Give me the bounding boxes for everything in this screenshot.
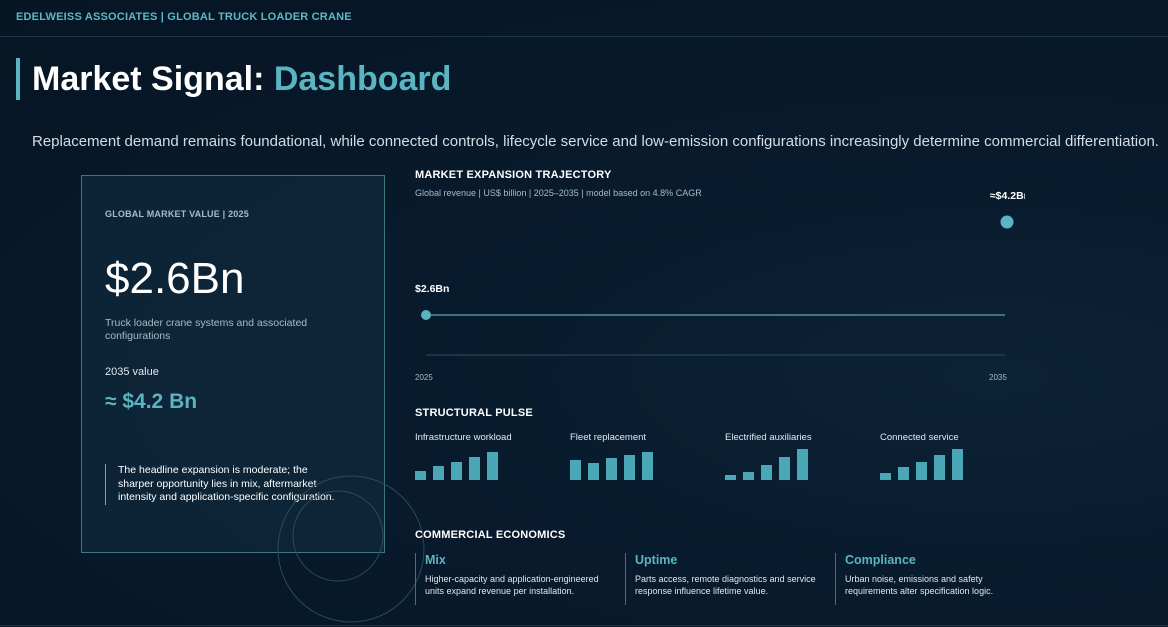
- pulse-bar: [451, 462, 462, 480]
- pulse-bar: [916, 462, 927, 480]
- economics-title: Uptime: [635, 553, 678, 567]
- economics-item: Mix Higher-capacity and application-engin…: [415, 553, 610, 605]
- pulse-item: Infrastructure workload: [415, 432, 555, 480]
- bottom-divider: [0, 625, 1168, 626]
- pulse-bar-chart: [415, 448, 535, 480]
- economics-item: Compliance Urban noise, emissions and saf…: [835, 553, 1030, 605]
- pulse-bar: [588, 463, 599, 480]
- card-note: The headline expansion is moderate; the …: [105, 464, 346, 505]
- card-label: GLOBAL MARKET VALUE | 2025: [105, 209, 249, 219]
- pulse-label: Infrastructure workload: [415, 432, 512, 443]
- title-main: Market Signal:: [32, 60, 274, 98]
- pulse-bar: [487, 452, 498, 480]
- pulse-bar: [624, 455, 635, 480]
- pulse-bar: [642, 452, 653, 480]
- data-label-2035: ≈$4.2Bn: [990, 190, 1025, 202]
- pulse-bar-chart: [570, 448, 690, 480]
- card-value: $2.6Bn: [105, 254, 245, 303]
- pulse-item: Electrified auxiliaries: [725, 432, 865, 480]
- title-accent-word: Dashboard: [273, 60, 452, 98]
- value-2035-label: 2035 value: [105, 366, 159, 378]
- card-description: Truck loader crane systems and associate…: [105, 317, 308, 342]
- data-point-2025: [421, 310, 431, 320]
- pulse-bar-chart: [725, 448, 845, 480]
- economics-description: Urban noise, emissions and safety requir…: [845, 574, 994, 596]
- market-value-card: GLOBAL MARKET VALUE | 2025 $2.6Bn Truck …: [81, 175, 385, 553]
- value-2035: ≈ $4.2 Bn: [105, 390, 198, 413]
- economics-title: Compliance: [845, 553, 916, 567]
- pulse-bar: [952, 449, 963, 480]
- pulse-bar: [606, 458, 617, 480]
- data-label-2025: $2.6Bn: [415, 283, 449, 295]
- page-subtitle: Replacement demand remains foundational,…: [32, 133, 1159, 150]
- trajectory-heading: MARKET EXPANSION TRAJECTORY: [415, 169, 612, 181]
- trajectory-chart: $2.6Bn 2025 ≈$4.2Bn 2035: [415, 190, 1025, 382]
- pulse-bar: [433, 466, 444, 480]
- data-point-2035: [1000, 215, 1014, 229]
- pulse-bar: [570, 460, 581, 480]
- tick-label-2025: 2025: [415, 373, 433, 382]
- economics-description: Parts access, remote diagnostics and ser…: [635, 574, 816, 596]
- pulse-item: Connected service: [880, 432, 1020, 480]
- pulse-label: Electrified auxiliaries: [725, 432, 812, 443]
- pulse-bar: [469, 457, 480, 480]
- decorative-rings: [277, 475, 425, 623]
- pulse-bar: [797, 449, 808, 480]
- economics-title: Mix: [425, 553, 446, 567]
- pulse-heading: STRUCTURAL PULSE: [415, 407, 533, 419]
- pulse-bar-chart: [880, 448, 1000, 480]
- pulse-bar: [743, 472, 754, 480]
- brand-label: EDELWEISS ASSOCIATES | GLOBAL TRUCK LOAD…: [16, 11, 352, 23]
- pulse-bar: [725, 475, 736, 480]
- pulse-label: Connected service: [880, 432, 959, 443]
- pulse-bar: [934, 455, 945, 480]
- pulse-bar: [880, 473, 891, 480]
- economics-description: Higher-capacity and application-engineer…: [425, 574, 599, 596]
- economics-heading: COMMERCIAL ECONOMICS: [415, 529, 566, 541]
- title-accent-bar: [16, 58, 20, 100]
- pulse-label: Fleet replacement: [570, 432, 647, 443]
- economics-item: Uptime Parts access, remote diagnostics a…: [625, 553, 820, 605]
- pulse-bar: [779, 457, 790, 480]
- tick-label-2035: 2035: [989, 373, 1007, 382]
- pulse-bar: [415, 471, 426, 480]
- pulse-bar: [761, 465, 772, 480]
- trajectory-subtitle: Global revenue | US$ billion | 2025–2035…: [415, 188, 702, 198]
- pulse-item: Fleet replacement: [570, 432, 710, 480]
- page-title: Market Signal: Dashboard: [32, 60, 451, 99]
- top-bar: EDELWEISS ASSOCIATES | GLOBAL TRUCK LOAD…: [0, 0, 1168, 37]
- pulse-bar: [898, 467, 909, 480]
